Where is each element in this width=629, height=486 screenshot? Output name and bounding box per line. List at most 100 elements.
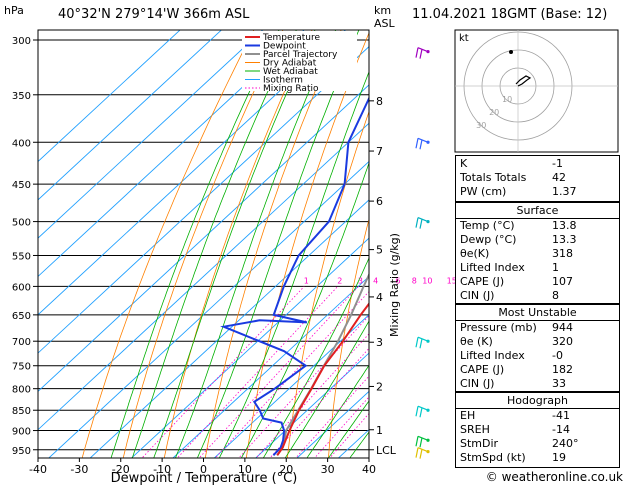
index-label: Pressure (mb): [460, 321, 537, 334]
hpa-label: hPa: [4, 4, 24, 17]
wind-barb-staff: [417, 336, 429, 342]
wet-adiabat-line: [240, 161, 369, 458]
wind-barb-flag: [415, 217, 419, 228]
wind-barb-staff: [417, 137, 429, 143]
legend-entry: Mixing Ratio: [263, 84, 319, 94]
wet-adiabat-line: [153, 30, 316, 458]
dry-adiabat-line: [122, 30, 284, 458]
height-tick-label: 7: [376, 145, 383, 158]
pressure-tick-label: 500: [12, 218, 31, 229]
wind-barb-flag: [415, 436, 419, 447]
pressure-tick-label: 450: [12, 180, 31, 191]
isotherm-line: [255, 352, 369, 458]
index-value: 8: [552, 289, 559, 302]
wet-adiabat-line: [327, 400, 369, 458]
index-label: CAPE (J): [460, 363, 505, 376]
index-label: Lifted Index: [460, 349, 525, 362]
wet-adiabat-line: [262, 257, 369, 458]
mixing-ratio-label: 3: [358, 276, 363, 285]
mixing-ratio-label: 15: [447, 276, 457, 285]
isotherm-line: [89, 199, 369, 458]
mixing-ratio-label: 2: [337, 276, 342, 285]
index-row: Totals Totals 42: [460, 171, 615, 185]
index-row: K -1: [460, 157, 615, 171]
wind-barb-staff: [417, 435, 429, 441]
wind-barb-flag: [419, 437, 423, 448]
pressure-tick-label: 950: [12, 446, 31, 457]
legend-entry: Isotherm: [263, 76, 303, 86]
index-value: 1: [552, 261, 559, 274]
wind-barb-dot: [426, 50, 430, 54]
temperature-tick-label: -30: [70, 463, 88, 476]
hodograph-frame: [454, 29, 619, 153]
wind-barbs: [415, 47, 430, 459]
index-label: θe(K): [460, 247, 490, 260]
height-tick-label: 4: [376, 291, 383, 304]
index-label: StmDir: [460, 437, 499, 450]
wind-barb-dot: [426, 339, 430, 343]
mixing-ratio-label: 10: [422, 276, 432, 285]
isotherm-line: [48, 160, 369, 458]
wind-barb-dot: [426, 408, 430, 412]
index-value: 944: [552, 321, 573, 334]
hodograph-ring-label: 30: [476, 121, 486, 130]
profiles: [220, 96, 369, 456]
isotherm-line: [172, 275, 369, 458]
wind-barb-staff: [417, 47, 429, 53]
mixing-ratio-line: [198, 286, 359, 458]
pressure-tick-label: 400: [12, 138, 31, 149]
indices-panel: K -1 Totals Totals 42 PW (cm) 1.37: [455, 155, 620, 202]
pressure-tick-label: 300: [12, 36, 31, 47]
temperature-tick-label: 0: [200, 463, 207, 476]
dry-adiabat-line: [81, 30, 255, 458]
height-tick-label: LCL: [376, 444, 397, 457]
wind-barb-flag: [415, 447, 419, 458]
legend-entry: Temperature: [262, 33, 320, 43]
pressure-tick-label: 550: [12, 251, 31, 262]
profile-temperature: [276, 302, 369, 456]
index-value: 182: [552, 363, 573, 376]
index-value: -0: [552, 349, 563, 362]
wind-barb-flag: [415, 138, 419, 149]
wet-adiabat-line: [131, 30, 297, 458]
index-value: -41: [552, 409, 570, 422]
wind-barb-flag: [415, 337, 419, 348]
x-axis-title: Dewpoint / Temperature (°C): [111, 471, 298, 486]
isotherm-line: [38, 30, 264, 239]
profile-parcel-trajectory: [276, 272, 369, 456]
wet-adiabat-line: [284, 320, 369, 458]
pressure-tick-label: 650: [12, 311, 31, 322]
index-label: CIN (J): [460, 289, 495, 302]
pressure-tick-label: 850: [12, 406, 31, 417]
index-label: StmSpd (kt): [460, 451, 526, 464]
height-tick-label: 3: [376, 336, 383, 349]
index-value: 320: [552, 335, 573, 348]
wind-barb-flag: [419, 49, 423, 59]
height-tick-label: 1: [376, 424, 383, 437]
index-label: EH: [460, 409, 476, 422]
dry-adiabat-line: [286, 110, 369, 458]
wind-barb-dot: [426, 438, 430, 442]
index-row: StmSpd (kt) 19: [460, 451, 615, 465]
height-tick-label: 5: [376, 244, 383, 257]
index-value: 240°: [552, 437, 579, 450]
profile-dewpoint: [220, 96, 369, 456]
index-row: CAPE (J) 107: [460, 275, 615, 289]
legend-entry: Wet Adiabat: [263, 67, 318, 77]
temperature-tick-label: 30: [321, 463, 335, 476]
height-tick-label: 8: [376, 95, 383, 108]
temperature-tick-label: 40: [362, 463, 376, 476]
wind-barb-dot: [426, 450, 430, 454]
legend-entry: Parcel Trajectory: [263, 50, 338, 60]
index-value: 13.3: [552, 233, 577, 246]
temperature-tick-label: 20: [279, 463, 293, 476]
index-value: 1.37: [552, 185, 577, 198]
dry-adiabat-line: [245, 31, 369, 458]
wind-barb-dot: [426, 140, 430, 144]
plot-frame: [37, 29, 370, 459]
isotherm-line: [38, 84, 369, 392]
surface-panel: Surface Temp (°C) 13.8 Dewp (°C) 13.3 θe(K…: [455, 202, 620, 304]
surface-title: Surface: [516, 204, 559, 217]
index-value: 33: [552, 377, 566, 390]
